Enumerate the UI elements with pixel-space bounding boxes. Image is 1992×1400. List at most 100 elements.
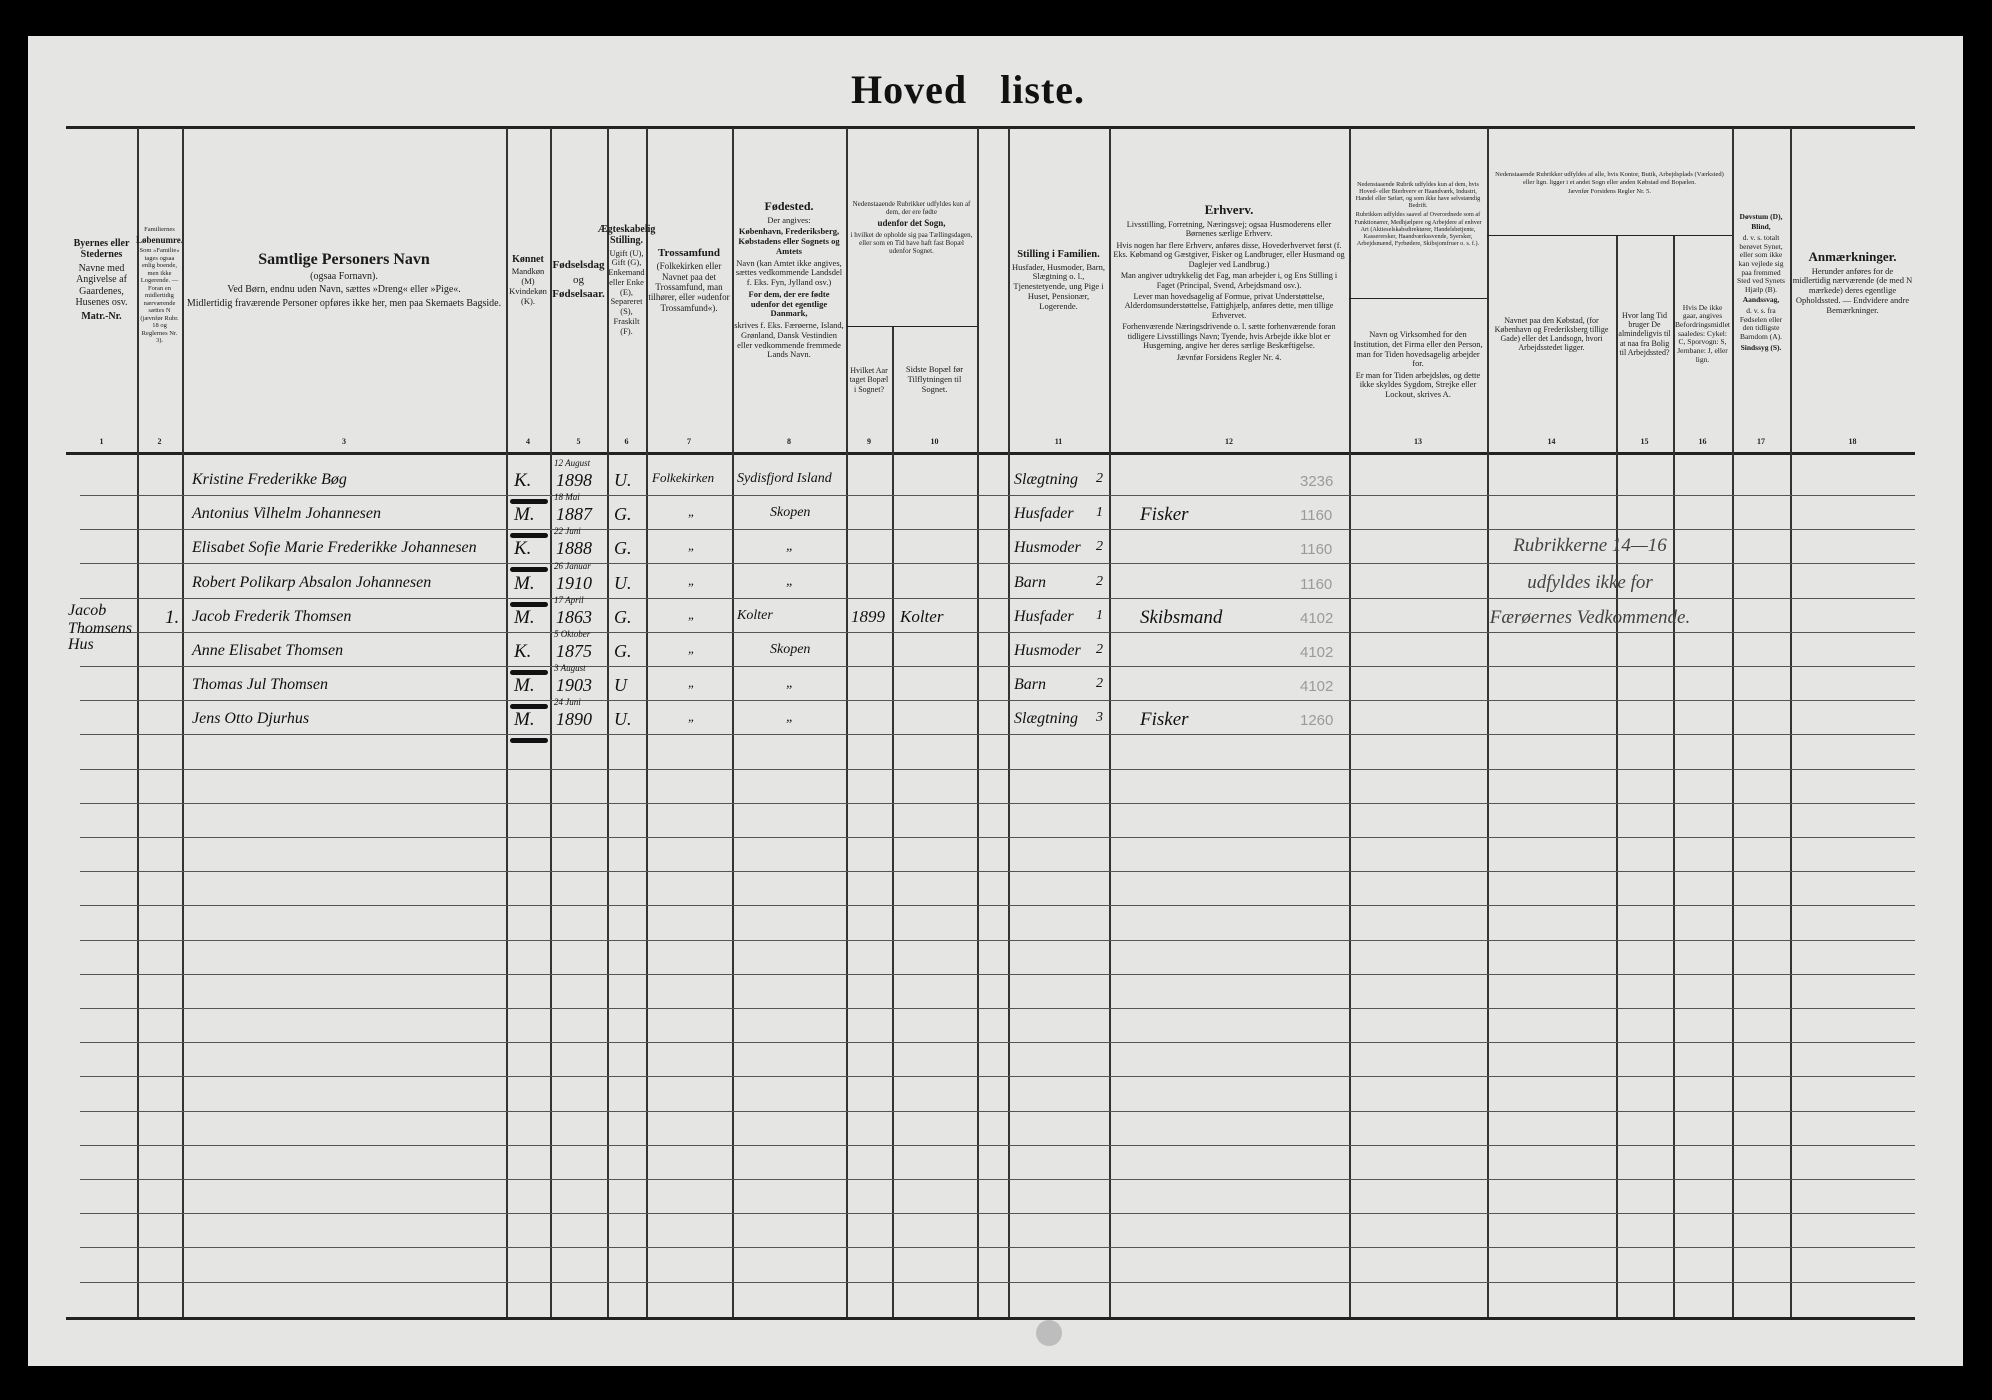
- header-text: Familiernes: [144, 225, 175, 233]
- entry-family-code: 2: [1096, 471, 1103, 486]
- header-text: Sindssyg (S).: [1740, 342, 1782, 352]
- column-number: 10: [930, 437, 939, 446]
- entry-code: 4102: [1300, 678, 1334, 695]
- column-number: 7: [687, 437, 691, 446]
- row-rule: [80, 769, 1915, 770]
- entry-occupation: Skibsmand: [1140, 607, 1223, 628]
- bracket-mark: [510, 499, 548, 504]
- column-header-c8: Fødested. Der angives: København, Frederik…: [732, 130, 846, 430]
- column-divider: [182, 128, 184, 1317]
- column-header-c13: Navn og Virksomhed for den Institution, …: [1349, 300, 1487, 430]
- column-number: 17: [1757, 437, 1765, 446]
- column-number: 3: [342, 437, 346, 446]
- column-divider: [506, 128, 508, 1317]
- entry-family-code: 3: [1096, 710, 1103, 725]
- entry-sex: K.: [514, 470, 532, 491]
- entry-civil: U: [614, 675, 627, 695]
- entry-birthplace: Skopen: [770, 642, 811, 657]
- entry-birthplace: Sydisfjord Island: [737, 471, 832, 486]
- column-divider: [607, 128, 609, 1317]
- header-text: For dem, der ere fødte udenfor det egent…: [748, 288, 830, 319]
- column-divider: [1673, 235, 1675, 1317]
- entry-name: Anne Elisabet Thomsen: [192, 642, 344, 659]
- entry-birthplace: Skopen: [770, 505, 811, 520]
- column-header-c15: Hvor lang Tid bruger De almindeligvis ti…: [1616, 238, 1673, 430]
- entry-occupation: Fisker: [1140, 709, 1189, 730]
- column-header-c9_10_top: Nedenstaaende Rubrikker udfyldes kun af …: [846, 135, 977, 320]
- column-divider: [846, 128, 848, 1317]
- column-divider: [977, 128, 979, 1317]
- column-divider: [1109, 128, 1111, 1317]
- row-rule: [80, 598, 1915, 599]
- header-text: Er man for Tiden arbejdsløs, og dette ik…: [1355, 370, 1481, 400]
- entry-birthplace: „: [786, 539, 794, 554]
- table-bottom-rule: [66, 1317, 1915, 1320]
- entry-religion: „: [688, 504, 696, 519]
- row-rule: [80, 529, 1915, 530]
- column-divider: [1349, 128, 1351, 1317]
- header-text: Navnet paa den Købstad, (for København o…: [1494, 315, 1609, 353]
- column-divider: [1487, 128, 1489, 1317]
- row-rule: [80, 837, 1915, 838]
- entry-religion: „: [688, 675, 696, 690]
- row-rule: [80, 495, 1915, 496]
- entry-religion: „: [688, 709, 696, 724]
- column-divider: [1732, 128, 1734, 1317]
- header-text: Man angiver udtrykkelig det Fag, man arb…: [1120, 271, 1338, 290]
- column-number: 4: [526, 437, 530, 446]
- entry-family-position: Barn: [1014, 574, 1046, 591]
- entry-birth-day: 3 August: [554, 663, 586, 673]
- entry-birth-day: 18 Mai: [554, 492, 580, 502]
- header-text: Matr.-Nr.: [81, 310, 122, 322]
- header-text: Døvstum (D),: [1739, 211, 1783, 221]
- bracket-mark: [510, 602, 548, 607]
- column-header-c14_16_top: Nedenstaaende Rubrikker udfyldes af alle…: [1487, 135, 1732, 232]
- header-text: Jævnfør Forsidens Regler Nr. 4.: [1176, 352, 1282, 362]
- entry-family-position: Husmoder: [1014, 539, 1081, 556]
- column-header-c10: Sidste Bopæl før Tilflytningen til Sogne…: [892, 330, 977, 430]
- column-header-c7: Trossamfund (Folkekirken eller Navnet paa…: [646, 130, 732, 430]
- entry-family-position: Slægtning: [1014, 710, 1079, 727]
- entry-birth-year: 1898: [556, 470, 592, 490]
- row-rule: [80, 1008, 1915, 1009]
- entry-birthplace: „: [786, 574, 794, 589]
- row-rule: [80, 940, 1915, 941]
- entry-family-code: 2: [1096, 539, 1103, 554]
- header-text: Løbenumre.: [135, 235, 184, 246]
- entry-occupation: Fisker: [1140, 504, 1189, 525]
- header-text: Stilling i Familien.: [1017, 248, 1100, 260]
- entry-matr: Hus: [68, 636, 94, 653]
- column-divider: [137, 128, 139, 1317]
- header-text: Ægteskabelig Stilling.: [597, 223, 656, 247]
- entry-birth-year: 1887: [556, 504, 592, 524]
- header-text: Lever man hovedsagelig af Formue, privat…: [1124, 291, 1334, 320]
- entry-civil: G.: [614, 538, 632, 558]
- header-text: Byernes eller Stedernes: [73, 237, 130, 261]
- header-text: Der angives:: [767, 214, 811, 225]
- entry-birthplace: „: [786, 676, 794, 691]
- entry-religion: „: [688, 573, 696, 588]
- header-text: Nedenstaaende Rubrikker udfyldes kun af …: [852, 200, 971, 217]
- column-divider: [1008, 128, 1010, 1317]
- column-divider: [550, 128, 552, 1317]
- header-text: Trossamfund: [658, 246, 720, 259]
- entry-family-position: Husmoder: [1014, 642, 1081, 659]
- entry-sex: M.: [514, 607, 535, 628]
- row-rule: [80, 563, 1915, 564]
- bracket-mark: [510, 738, 548, 743]
- header-bottom-rule: [66, 452, 1915, 455]
- column-divider: [732, 128, 734, 1317]
- header-text: d. v. s. totalt berøvet Synet, eller som…: [1737, 233, 1785, 294]
- entry-code: 3236: [1300, 473, 1334, 490]
- column-header-c5: Fødselsdag og Fødselsaar.: [550, 130, 607, 430]
- entry-sex: M.: [514, 504, 535, 525]
- column-number: 12: [1225, 437, 1233, 446]
- entry-code: 4102: [1300, 644, 1334, 661]
- header-text: Fødselsaar.: [552, 288, 605, 301]
- entry-birth-year: 1863: [556, 607, 592, 627]
- column-header-c2: Familiernes Løbenumre. Som »Familie« tages…: [135, 140, 184, 430]
- column-header-c11: Stilling i Familien. Husfader, Husmoder, …: [1008, 130, 1109, 430]
- column-header-c3: Samtlige Personers Navn (ogsaa Fornavn). V…: [182, 130, 506, 430]
- entry-birth-day: 22 Juni: [554, 526, 581, 536]
